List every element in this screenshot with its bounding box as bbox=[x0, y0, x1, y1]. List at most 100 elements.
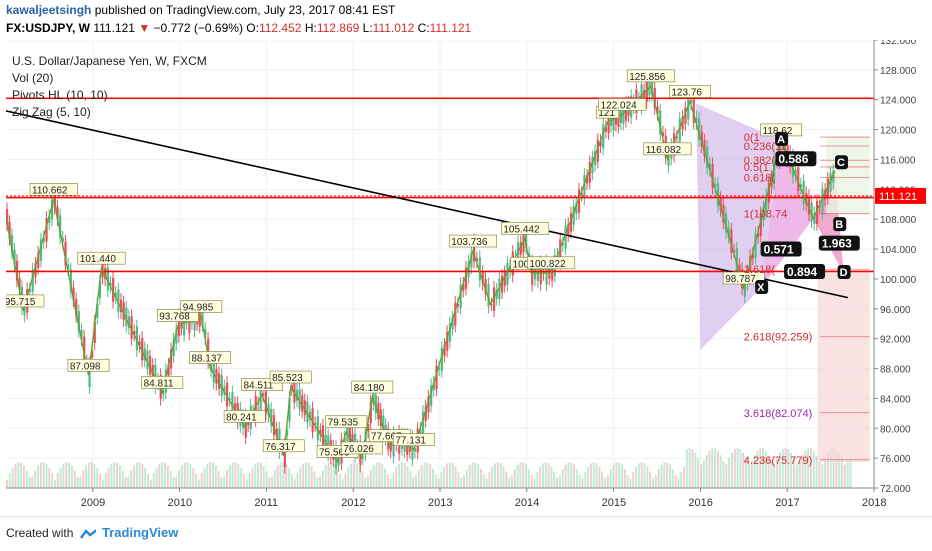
low-value: 111.012 bbox=[372, 21, 415, 35]
volume-bar bbox=[257, 462, 260, 488]
high-value: 112.869 bbox=[316, 21, 360, 35]
volume-bar bbox=[637, 463, 640, 488]
tradingview-brand[interactable]: TradingView bbox=[102, 525, 179, 540]
legend-pivots[interactable]: Pivots HL (10, 10) bbox=[12, 88, 108, 102]
candle-body bbox=[413, 447, 417, 452]
volume-bar bbox=[508, 477, 511, 488]
candle-body bbox=[807, 196, 811, 215]
candle-body bbox=[319, 429, 322, 436]
candle-body bbox=[640, 84, 643, 109]
volume-bar bbox=[389, 479, 392, 488]
volume-bar bbox=[725, 464, 728, 488]
candle-body bbox=[272, 415, 276, 436]
candle-body bbox=[91, 350, 94, 358]
volume-bar bbox=[347, 467, 350, 488]
candle-body bbox=[810, 202, 813, 222]
candle-body bbox=[337, 457, 340, 466]
volume-bar bbox=[550, 466, 553, 488]
pivot-label: 103.736 bbox=[451, 237, 488, 248]
candle-body bbox=[204, 328, 207, 339]
volume-bar bbox=[358, 466, 361, 488]
candle-body bbox=[443, 344, 446, 356]
candle-body bbox=[802, 180, 805, 204]
candle-body bbox=[141, 337, 144, 361]
candle-body bbox=[226, 382, 229, 407]
volume-bar bbox=[25, 470, 28, 488]
candle-body bbox=[112, 277, 115, 302]
volume-bar bbox=[652, 478, 655, 488]
candle-body bbox=[770, 177, 773, 188]
candle-body bbox=[767, 183, 770, 203]
candle-body bbox=[738, 264, 741, 275]
volume-bar bbox=[714, 448, 717, 488]
pivot-label-box bbox=[269, 370, 312, 384]
volume-bar bbox=[42, 462, 45, 488]
volume-bar bbox=[620, 464, 623, 488]
volume-bar bbox=[116, 462, 119, 488]
volume-bar bbox=[643, 463, 646, 488]
target-zone bbox=[817, 271, 870, 462]
candle-body bbox=[440, 347, 443, 371]
price-chart[interactable]: 95.715 110.662 87.098 101.440 84.811 93.76894… bbox=[2, 36, 926, 516]
candle-body bbox=[678, 118, 681, 142]
candle-body bbox=[343, 437, 346, 446]
candle-body bbox=[799, 184, 803, 188]
candle-body bbox=[130, 316, 133, 339]
volume-bar bbox=[127, 476, 130, 488]
legend-vol[interactable]: Vol (20) bbox=[12, 71, 54, 85]
x-tick-label: 2010 bbox=[168, 497, 192, 509]
candle-body bbox=[293, 379, 296, 403]
volume-bar bbox=[290, 474, 293, 488]
volume-bar bbox=[623, 469, 626, 488]
volume-bar bbox=[807, 448, 810, 488]
volume-bar bbox=[437, 478, 440, 488]
volume-bar bbox=[310, 466, 313, 488]
volume-bar bbox=[169, 470, 172, 488]
author-name[interactable]: kawaljeetsingh bbox=[6, 3, 92, 17]
candle-body bbox=[501, 275, 504, 293]
volume-bar bbox=[130, 470, 133, 488]
volume-bar bbox=[739, 449, 742, 488]
candle-body bbox=[288, 398, 291, 422]
volume-bar bbox=[48, 467, 51, 488]
candle-body bbox=[687, 97, 690, 120]
volume-bar bbox=[214, 465, 217, 488]
candle-body bbox=[162, 390, 165, 395]
volume-bar bbox=[101, 479, 104, 488]
volume-bar bbox=[505, 471, 508, 488]
footer: Created with TradingView bbox=[0, 516, 932, 551]
x-tick-label: 2017 bbox=[775, 497, 799, 509]
trend-line[interactable] bbox=[5, 110, 849, 299]
volume-bar bbox=[265, 471, 268, 488]
volume-bar bbox=[457, 471, 460, 488]
volume-bar bbox=[107, 467, 110, 488]
candle-body bbox=[528, 253, 531, 259]
candle-body bbox=[470, 252, 473, 268]
volume-bar bbox=[37, 465, 40, 488]
volume-bar bbox=[262, 466, 265, 488]
candle-body bbox=[69, 269, 72, 292]
volume-bar bbox=[485, 478, 488, 488]
volume-bar bbox=[203, 467, 206, 488]
volume-bar bbox=[28, 476, 31, 488]
candle-body bbox=[689, 99, 693, 104]
pivot-label: 95.715 bbox=[6, 297, 36, 308]
chart-area[interactable]: 95.715 110.662 87.098 101.440 84.811 93.768 94… bbox=[2, 36, 926, 516]
candle-body bbox=[829, 173, 832, 192]
fib-label: 0(1 bbox=[744, 132, 760, 144]
volume-bar bbox=[539, 466, 542, 488]
pivot-label: 118.62 bbox=[763, 126, 793, 137]
candle-body bbox=[167, 364, 170, 376]
candle-body bbox=[564, 225, 567, 249]
candle-body bbox=[374, 394, 377, 414]
open-value: 112.452 bbox=[258, 21, 302, 35]
candle-body bbox=[722, 204, 725, 223]
legend-zigzag[interactable]: Zig Zag (5, 10) bbox=[12, 105, 91, 119]
volume-bar bbox=[809, 448, 812, 488]
volume-bar bbox=[767, 455, 770, 488]
volume-bar bbox=[685, 449, 688, 488]
ohlc-line: FX:USDJPY, W 111.121 ▼ −0.772 (−0.69%) O… bbox=[6, 21, 471, 35]
volume-bar bbox=[248, 472, 251, 488]
volume-bar bbox=[200, 473, 203, 488]
volume-bar bbox=[375, 462, 378, 488]
